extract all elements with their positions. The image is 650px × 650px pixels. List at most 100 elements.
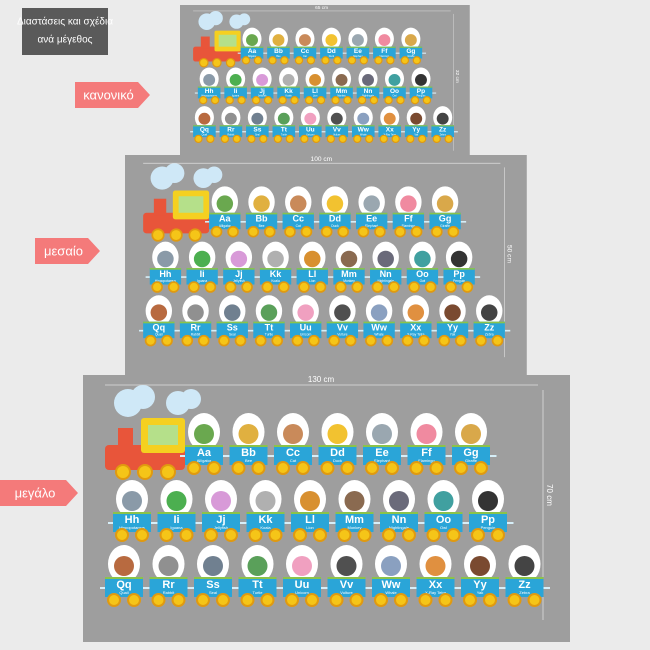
cloud — [181, 389, 201, 409]
car-trim — [372, 577, 410, 579]
car-body — [469, 512, 507, 532]
car-letters: Ee — [366, 214, 377, 224]
car-letters: Jj — [259, 88, 265, 95]
car-wheel — [171, 593, 186, 607]
car-wheel — [337, 225, 349, 238]
animal-name: Quail — [202, 133, 208, 136]
letter-car: XxX-Ray Tetra — [400, 295, 432, 347]
animal-figure — [297, 304, 314, 321]
car-body — [318, 445, 357, 465]
animal-name: Flamingo — [379, 55, 389, 58]
car-wheel — [386, 56, 395, 65]
car-letters: Ll — [305, 514, 315, 526]
car-letters: Tt — [265, 323, 274, 333]
car-body — [416, 577, 455, 597]
car-wheel — [285, 593, 299, 607]
car-wheel — [181, 334, 194, 347]
car-wheel — [314, 281, 327, 293]
car-wheel — [159, 528, 174, 542]
letter-car: XxX-Ray Tetra — [378, 106, 402, 144]
car-wheel — [293, 528, 307, 542]
engine-wheel — [137, 464, 153, 480]
car-trim — [240, 46, 264, 48]
car-trim — [346, 46, 370, 48]
animal-name: Unicorn — [306, 133, 315, 136]
car-wheel — [431, 225, 443, 238]
car-wheel — [426, 528, 441, 542]
car-wheel — [406, 134, 415, 144]
car-wheel — [410, 225, 423, 238]
animal-figure — [251, 112, 264, 125]
car-wheel — [167, 281, 180, 293]
animal-name: Yak — [414, 133, 419, 136]
animal-name: Penguin — [481, 525, 496, 530]
car-wheel — [151, 281, 163, 293]
car-wheel — [438, 593, 453, 607]
car-letters: Kk — [258, 514, 273, 526]
car-wheel — [227, 225, 239, 238]
car-wheel — [188, 281, 200, 293]
car-letters: Zz — [518, 579, 531, 591]
animal-figure — [363, 195, 380, 212]
animal-name: Duck — [331, 224, 339, 228]
car-trim — [194, 577, 232, 579]
car-letters: Ff — [381, 48, 388, 55]
car-letters: Ww — [358, 127, 370, 134]
car-wheel — [388, 281, 400, 293]
car-body — [185, 445, 223, 465]
car-trim — [197, 86, 221, 88]
car-trim — [363, 321, 395, 324]
animal-name: Unicorn — [300, 333, 312, 337]
animal-name: Iguana — [232, 95, 240, 98]
car-letters: Bb — [241, 447, 256, 459]
car-body — [473, 321, 505, 339]
car-trim — [319, 212, 351, 215]
height-label: 50 cm — [506, 245, 513, 263]
animal-figure — [436, 195, 454, 212]
car-trim — [443, 268, 475, 270]
animal-name: Nightingale — [377, 279, 394, 283]
car-wheel — [471, 528, 485, 542]
animal-figure — [335, 74, 348, 86]
animal-name: Owl — [440, 525, 447, 530]
animal-name: Seal — [255, 133, 260, 136]
animal-figure — [224, 304, 241, 321]
car-body — [461, 577, 499, 597]
animal-figure — [300, 491, 320, 511]
cloud — [164, 163, 185, 184]
animal-name: Koala — [271, 279, 280, 283]
car-trim — [259, 268, 292, 270]
car-trim — [392, 212, 425, 215]
animal-name: Whale — [374, 333, 384, 337]
car-body — [380, 512, 418, 532]
car-wheel — [207, 461, 221, 475]
car-wheel — [374, 225, 386, 238]
animal-figure — [198, 112, 211, 125]
car-body — [229, 445, 268, 465]
animal-figure — [433, 491, 454, 511]
car-body — [443, 268, 475, 285]
cloud — [131, 385, 155, 409]
car-letters: Ii — [173, 514, 179, 526]
animal-name: Zebra — [440, 133, 447, 136]
car-trim — [229, 445, 268, 447]
car-body — [406, 268, 439, 285]
car-trim — [378, 125, 402, 127]
car-body — [245, 212, 278, 230]
car-trim — [274, 445, 312, 447]
car-wheel — [344, 334, 357, 347]
animal-name: X-Ray Tetra — [383, 133, 396, 136]
car-trim — [277, 86, 300, 88]
animal-figure — [277, 112, 290, 125]
animal-name: Alligator — [248, 55, 257, 58]
animal-name: Lion — [306, 525, 314, 530]
